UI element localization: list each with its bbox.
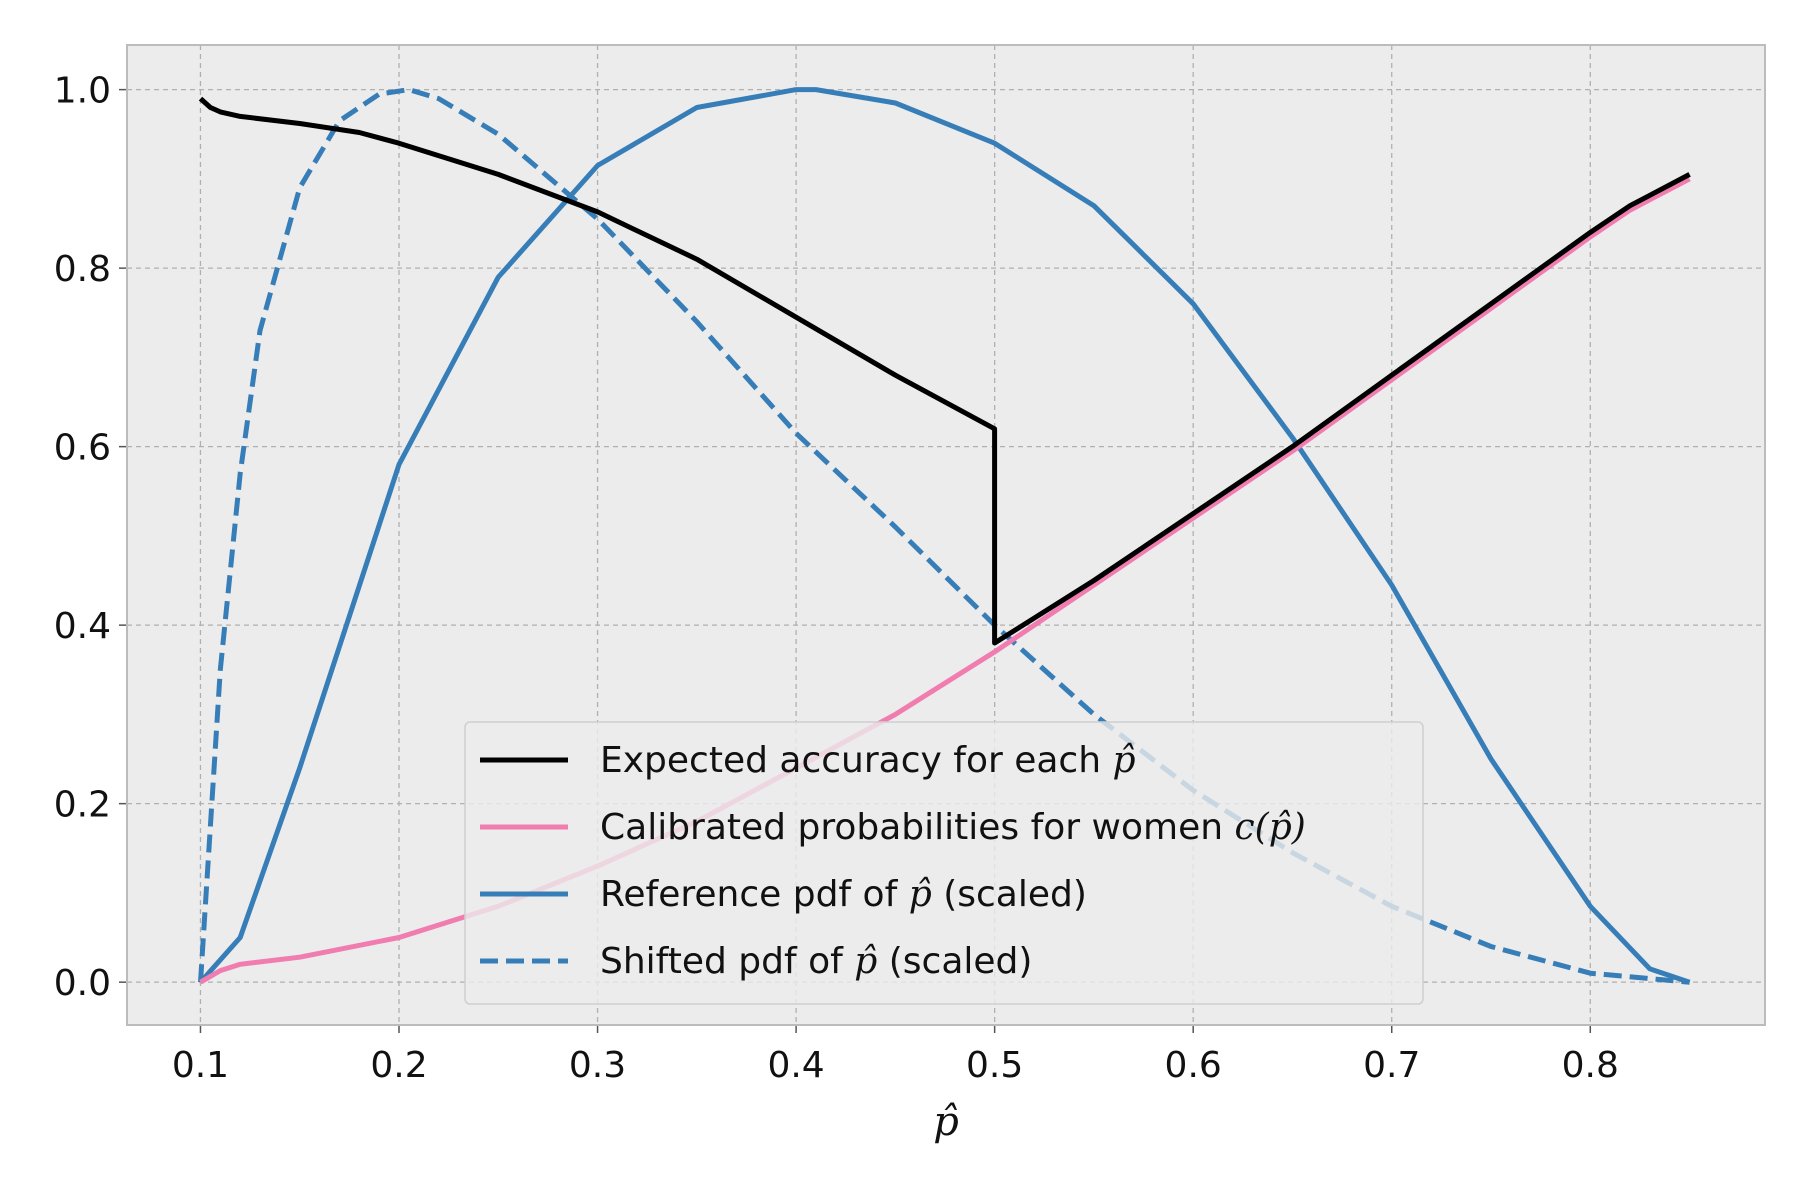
series-line-1 (199, 176, 1691, 985)
axis-ticks: 0.1 0.2 0.3 0.4 0.5 0.6 0.7 0.8 0.0 0.2 0.4 0.6 0.8 1… (54, 71, 1619, 1086)
series-line-2 (198, 87, 1691, 985)
x-tick-label: 0.6 (1165, 1045, 1222, 1086)
y-tick-label: 0.0 (54, 963, 111, 1004)
legend-label-0: Expected accuracy for each p̂ (600, 740, 1136, 781)
x-tick-label: 0.1 (172, 1045, 229, 1086)
legend: Expected accuracy for each p̂ Calibrated … (464, 721, 1424, 1005)
x-tick-label: 0.2 (370, 1045, 427, 1086)
x-tick-label: 0.5 (966, 1045, 1023, 1086)
legend-label-3: Shifted pdf of p̂ (scaled) (600, 941, 1032, 982)
x-axis-title: p̂ (933, 1099, 959, 1145)
y-tick-label: 0.2 (54, 785, 111, 826)
x-tick-label: 0.4 (767, 1045, 824, 1086)
legend-box (464, 721, 1424, 1005)
plot-frame (126, 44, 1766, 1026)
series-line-0 (198, 96, 1691, 646)
legend-label-2: Reference pdf of p̂ (scaled) (600, 874, 1087, 915)
x-tick-label: 0.3 (569, 1045, 626, 1086)
y-tick-label: 0.6 (54, 428, 111, 469)
y-tick-label: 0.8 (54, 249, 111, 290)
x-tick-label: 0.8 (1562, 1045, 1619, 1086)
y-tick-label: 1.0 (54, 71, 111, 112)
y-tick-label: 0.4 (54, 606, 111, 647)
legend-label-1: Calibrated probabilities for women c(p̂) (600, 807, 1306, 848)
x-tick-label: 0.7 (1363, 1045, 1420, 1086)
